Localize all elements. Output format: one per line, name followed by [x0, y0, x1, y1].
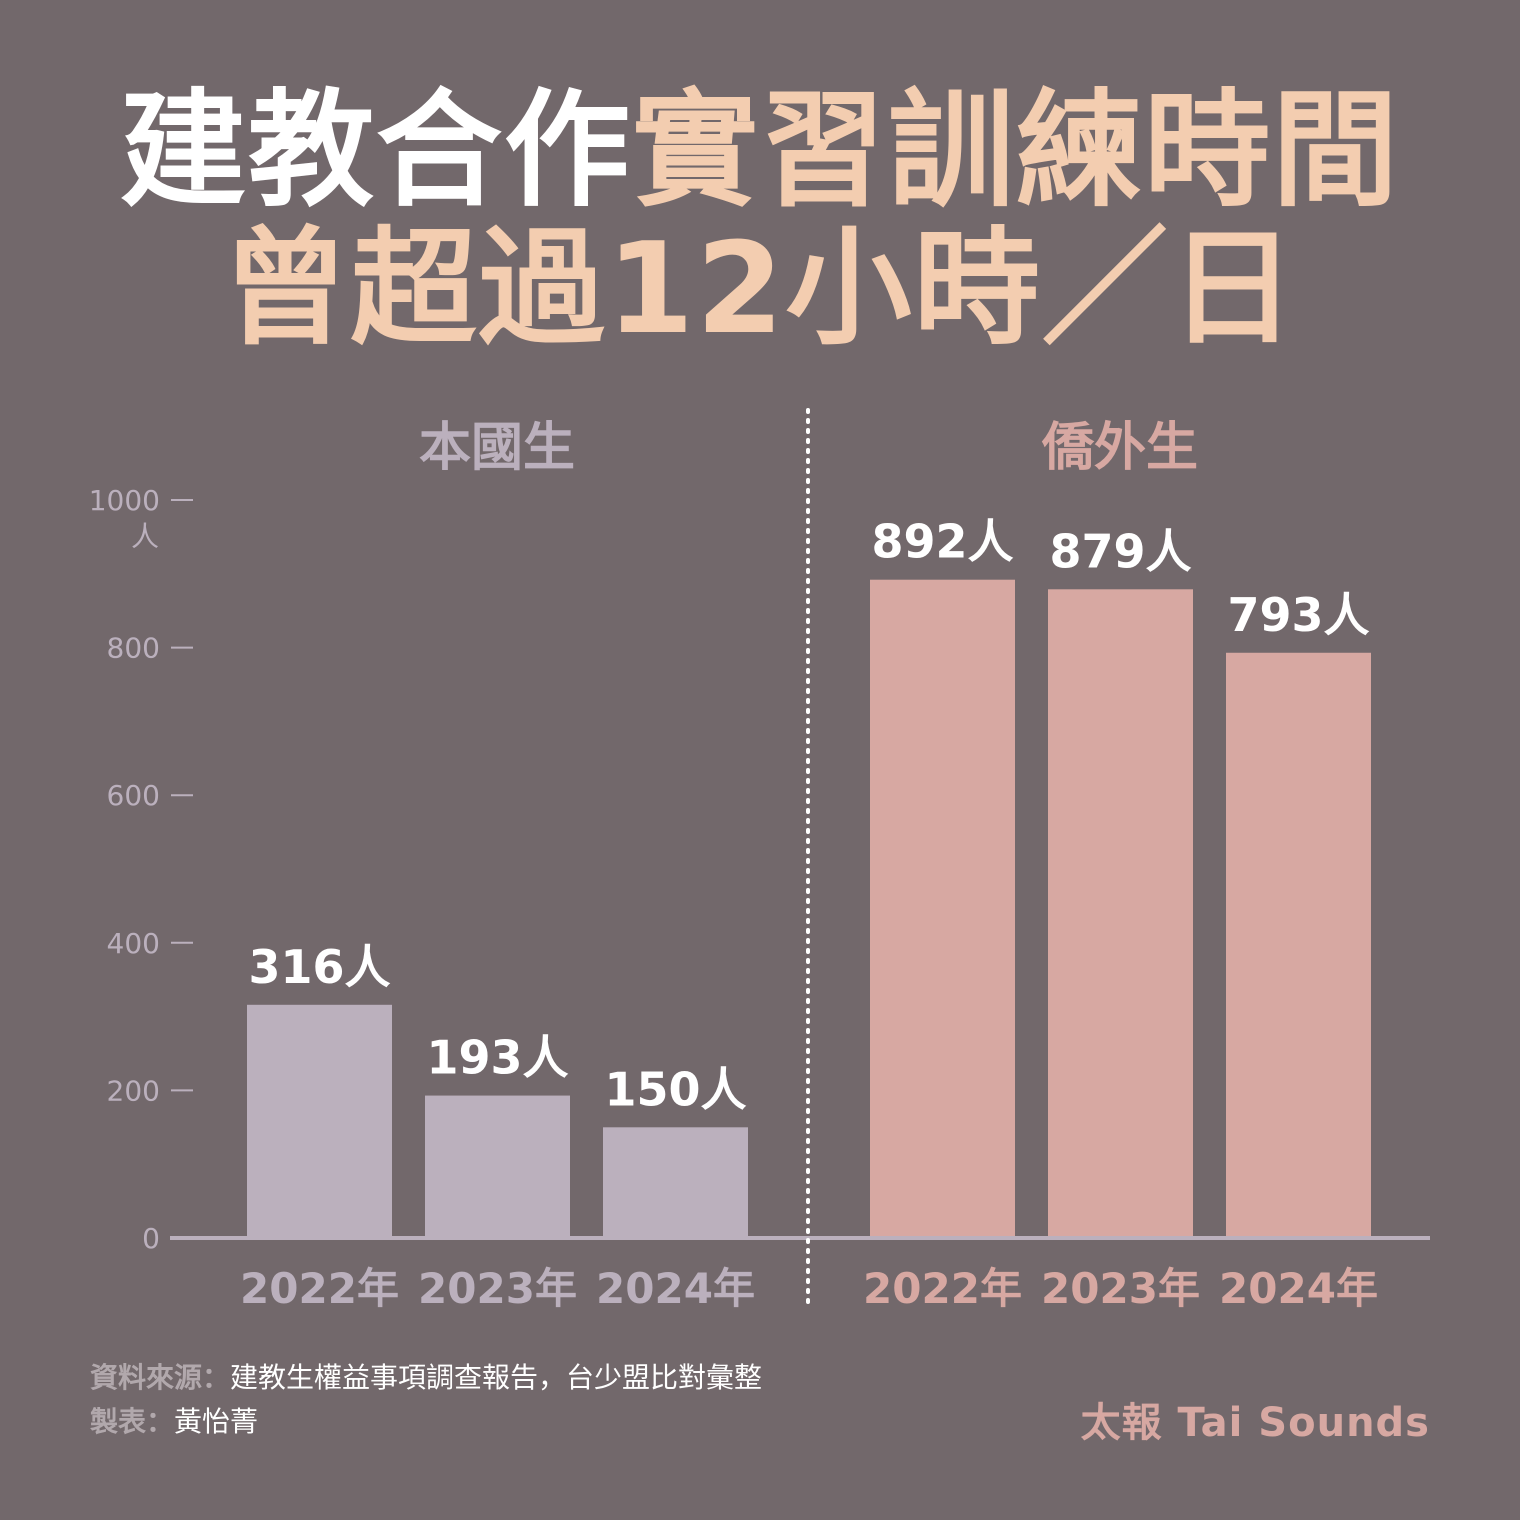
y-tick-label: 800: [107, 632, 160, 665]
title-line-2: 曾超過12小時／日: [222, 215, 1298, 362]
x-tick-label: 2024年: [596, 1264, 755, 1313]
y-tick-label: 1000: [89, 484, 160, 517]
maker-label: 製表：: [90, 1405, 175, 1438]
y-tick-label: 400: [107, 927, 160, 960]
data-label: 879人: [1049, 524, 1191, 578]
x-tick-label: 2023年: [418, 1264, 577, 1313]
y-tick-label: 600: [107, 779, 160, 812]
maker-text: 黃怡菁: [174, 1405, 259, 1438]
source-label: 資料來源：: [90, 1361, 231, 1394]
x-tick-label: 2022年: [240, 1264, 399, 1313]
group-label: 僑外生: [1041, 418, 1198, 478]
bar: [870, 579, 1015, 1236]
bar: [1048, 589, 1193, 1236]
maker-note: 製表：黃怡菁: [90, 1400, 258, 1440]
group-label: 本國生: [419, 418, 575, 478]
y-tick-label: 0: [142, 1222, 160, 1255]
data-label: 316人: [248, 940, 390, 994]
x-tick-label: 2024年: [1219, 1264, 1378, 1313]
x-tick-label: 2022年: [863, 1264, 1022, 1313]
data-label: 193人: [426, 1031, 568, 1085]
title-part-peach: 實習訓練時間: [632, 77, 1400, 224]
bar: [247, 1004, 392, 1236]
title-line-1: 建教合作實習訓練時間: [0, 88, 1520, 214]
y-tick-label: 200: [107, 1074, 160, 1107]
source-note: 資料來源：建教生權益事項調查報告，台少盟比對彙整: [90, 1356, 762, 1396]
source-text: 建教生權益事項調查報告，台少盟比對彙整: [230, 1361, 763, 1394]
title-part-white: 建教合作: [120, 77, 632, 224]
y-unit-label: 人: [131, 520, 159, 553]
brand-logo-text: 太報 Tai Sounds: [1080, 1400, 1430, 1446]
data-label: 793人: [1227, 588, 1369, 642]
bar: [425, 1095, 570, 1236]
data-label: 150人: [604, 1062, 746, 1116]
bar: [1226, 652, 1371, 1236]
data-label: 892人: [871, 515, 1013, 569]
bar: [603, 1127, 748, 1236]
x-tick-label: 2023年: [1041, 1264, 1200, 1313]
